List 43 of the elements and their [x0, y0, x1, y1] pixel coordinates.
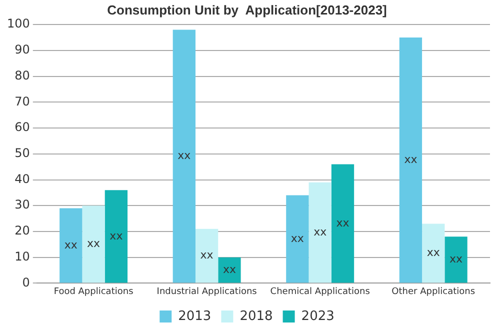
y-tick-label: 90 [14, 42, 30, 57]
legend-label: 2023 [301, 308, 334, 324]
bar [444, 236, 468, 283]
data-label: xx [404, 152, 418, 166]
legend-label: 2018 [240, 308, 273, 324]
bar [331, 164, 354, 283]
x-tick-label: Chemical Applications [270, 286, 370, 297]
y-tick-label: 10 [14, 249, 30, 264]
bar [60, 208, 82, 283]
bar [422, 224, 445, 283]
data-label: xx [450, 252, 464, 266]
y-tick-label: 80 [14, 68, 30, 82]
data-label: xx [64, 238, 78, 252]
bar [286, 195, 309, 283]
data-label: xx [336, 216, 350, 230]
bar [399, 38, 422, 283]
y-tick-label: 70 [14, 94, 30, 108]
data-label: xx [200, 248, 214, 262]
chart-title: Consumption Unit by Application[2013-2023] [107, 2, 387, 18]
data-label: xx [222, 262, 236, 276]
bar [218, 257, 241, 283]
bar [195, 228, 218, 283]
bar [104, 190, 128, 283]
y-tick-label: 40 [14, 172, 30, 186]
y-tick-label: 100 [7, 16, 30, 31]
x-tick-label: Food Applications [54, 286, 134, 297]
x-tick-label: Industrial Applications [156, 286, 258, 297]
data-label: xx [87, 237, 101, 250]
data-label: xx [426, 246, 440, 260]
bar [82, 206, 105, 283]
bar [172, 30, 196, 283]
legend-label: 2013 [178, 308, 212, 324]
data-label: xx [178, 149, 192, 162]
y-tick-label: 0 [22, 275, 30, 290]
y-tick-label: 60 [14, 120, 30, 134]
y-tick-label: 20 [14, 224, 30, 238]
bar [308, 182, 332, 283]
data-label: xx [314, 225, 328, 238]
y-tick-label: 50 [14, 146, 30, 160]
data-label: xx [290, 232, 304, 245]
x-tick-label: Other Applications [392, 286, 476, 297]
data-label: xx [110, 229, 124, 242]
y-tick-label: 30 [14, 198, 30, 212]
